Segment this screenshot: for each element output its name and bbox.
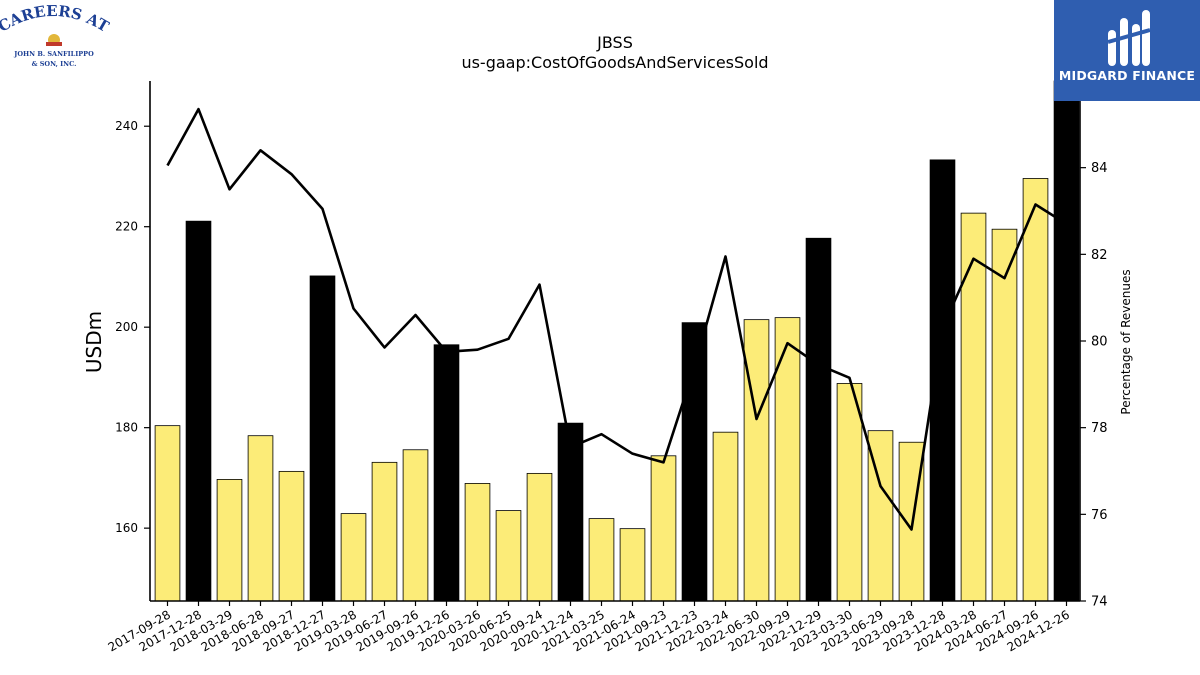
bar-2023-03-30: [836, 383, 863, 602]
logo-line2: JOHN B. SANFILIPPO: [13, 50, 94, 58]
bar-2018-12-27: [309, 275, 336, 602]
bar-2018-03-29: [216, 479, 243, 602]
bar-2022-03-24: [712, 431, 739, 602]
y2-tick-label: 74: [1091, 595, 1108, 610]
y2-axis-ticks: 74 76 78 80 82 84: [1080, 161, 1108, 610]
y2-axis-label: Percentage of Revenues: [1119, 269, 1133, 414]
bar-2021-03-25: [588, 518, 615, 602]
bar-2019-06-27: [371, 461, 398, 602]
y2-tick-label: 82: [1091, 248, 1108, 263]
bar-2024-12-26: [1053, 80, 1080, 602]
y-axis-ticks: 160 180 200 220 240: [115, 119, 150, 535]
logo-line1: CAREERS AT: [0, 2, 110, 36]
bar-2020-03-26: [464, 483, 491, 602]
bar-2024-06-27: [991, 228, 1018, 602]
midgard-brand-text: MIDGARD FINANCE: [1058, 68, 1196, 83]
bar-2021-06-24: [619, 528, 646, 602]
chart-subtitle: us-gaap:CostOfGoodsAndServicesSold: [461, 53, 768, 72]
bar-2019-12-26: [433, 344, 460, 602]
bar-2020-09-24: [526, 472, 553, 602]
y2-tick-label: 78: [1091, 421, 1108, 436]
y2-tick-label: 76: [1091, 508, 1108, 523]
bar-2020-06-25: [495, 510, 522, 602]
midgard-logo: MIDGARD FINANCE: [1054, 0, 1200, 101]
logo-line3: & SON, INC.: [32, 60, 77, 68]
bar-2022-06-30: [743, 319, 770, 602]
bar-2018-09-27: [278, 470, 305, 602]
bar-2023-06-29: [867, 430, 894, 602]
careers-logo: CAREERS AT JOHN B. SANFILIPPO & SON, INC…: [0, 0, 113, 75]
percentage-line: [166, 107, 1068, 531]
y2-tick-label: 80: [1091, 335, 1108, 350]
bar-series: [154, 80, 1080, 602]
y-tick-label: 160: [115, 521, 138, 535]
y-tick-label: 200: [115, 320, 138, 334]
y-tick-label: 180: [115, 421, 138, 435]
y-tick-label: 220: [115, 220, 138, 234]
bar-2018-06-28: [247, 435, 274, 602]
y2-tick-label: 84: [1091, 161, 1108, 176]
x-axis-ticks: 2017-09-282017-12-282018-03-292018-06-28…: [106, 601, 1072, 654]
bar-2022-12-29: [805, 237, 832, 602]
line-series: [166, 107, 1068, 531]
chart-title: JBSS: [596, 33, 633, 52]
bar-2017-09-28: [154, 425, 181, 602]
bar-2024-03-28: [960, 212, 987, 602]
bar-2021-09-23: [650, 455, 677, 602]
y-axis-label: USDm: [82, 311, 106, 373]
bar-2022-09-29: [774, 317, 801, 602]
bar-2019-09-26: [402, 449, 429, 602]
midgard-mark-icon: [1107, 10, 1151, 66]
bar-2019-03-28: [340, 513, 367, 602]
bar-2020-12-24: [557, 422, 584, 602]
bar-2024-09-26: [1022, 178, 1049, 602]
bar-2017-12-28: [185, 220, 212, 602]
y-tick-label: 240: [115, 119, 138, 133]
